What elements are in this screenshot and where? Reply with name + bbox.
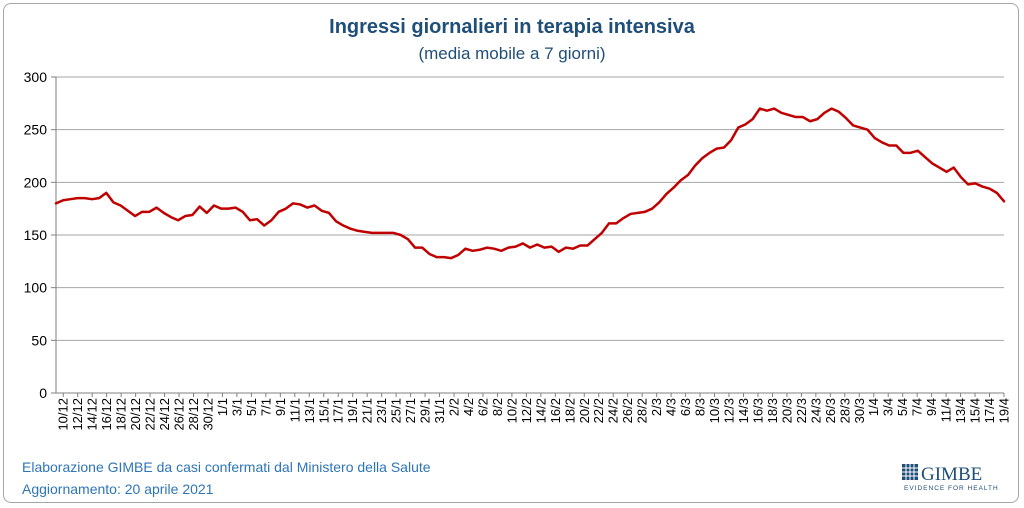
x-tick-label: 17/1	[331, 398, 346, 423]
x-tick-label: 2/2	[447, 398, 462, 416]
x-tick-label: 21/1	[360, 398, 375, 423]
x-tick-label: 2/3	[649, 398, 664, 416]
x-tick-label: 28/2	[635, 398, 650, 423]
y-tick-label: 300	[24, 69, 48, 85]
x-tick-label: 30/3	[852, 398, 867, 423]
x-tick-label: 13/1	[302, 398, 317, 423]
x-tick-label: 22/2	[591, 398, 606, 423]
x-tick-label: 12/2	[519, 398, 534, 423]
y-tick-label: 100	[24, 280, 48, 296]
x-tick-label: 29/1	[418, 398, 433, 423]
x-tick-label: 18/2	[562, 398, 577, 423]
x-tick-label: 28/12	[186, 398, 201, 431]
x-tick-label: 28/3	[837, 398, 852, 423]
x-tick-label: 24/2	[606, 398, 621, 423]
x-tick-label: 22/3	[794, 398, 809, 423]
y-tick-label: 0	[39, 385, 47, 401]
x-tick-label: 16/2	[548, 398, 563, 423]
series-line	[54, 107, 1006, 260]
x-tick-label: 25/1	[389, 398, 404, 423]
x-tick-label: 30/12	[200, 398, 215, 431]
y-tick-label: 200	[24, 174, 48, 190]
x-tick-label: 4/2	[461, 398, 476, 416]
chart-title: Ingressi giornalieri in terapia intensiv…	[329, 16, 696, 38]
x-tick-label: 10/2	[504, 398, 519, 423]
x-tick-label: 1/4	[866, 398, 881, 416]
x-tick-label: 13/4	[953, 398, 968, 423]
x-tick-label: 9/1	[273, 398, 288, 416]
x-tick-label: 26/12	[172, 398, 187, 431]
x-tick-label: 5/4	[895, 398, 910, 416]
x-tick-label: 15/4	[968, 398, 983, 423]
x-tick-label: 3/1	[229, 398, 244, 416]
x-tick-label: 26/2	[620, 398, 635, 423]
gimbe-logo-icon	[902, 464, 918, 480]
x-tick-label: 14/12	[85, 398, 100, 431]
x-tick-label: 3/4	[881, 398, 896, 416]
x-tick-label: 17/4	[982, 398, 997, 423]
x-tick-label: 9/4	[924, 398, 939, 416]
chart-subtitle: (media mobile a 7 giorni)	[418, 44, 605, 63]
x-tick-label: 7/4	[910, 398, 925, 416]
gimbe-logo: GIMBE EVIDENCE FOR HEALTH	[902, 464, 999, 492]
x-tick-label: 20/2	[577, 398, 592, 423]
y-tick-label: 150	[24, 227, 48, 243]
y-tick-label: 250	[24, 122, 48, 138]
gridlines	[56, 76, 1004, 341]
x-tick-label: 18/12	[114, 398, 129, 431]
x-tick-label: 31/1	[432, 398, 447, 423]
logo-tagline: EVIDENCE FOR HEALTH	[904, 485, 999, 492]
x-tick-label: 10/3	[707, 398, 722, 423]
x-tick-label: 11/1	[287, 398, 302, 422]
x-tick-label: 10/12	[56, 398, 71, 431]
footer-source: Elaborazione GIMBE da casi confermati da…	[22, 459, 431, 475]
x-axis-ticks: 10/12 12/12 14/12 16/12 18/12 20/12 22/12 24/12…	[56, 393, 1012, 431]
chart-frame	[3, 3, 1019, 503]
footer-updated: Aggiornamento: 20 aprile 2021	[22, 481, 214, 497]
x-tick-label: 18/3	[765, 398, 780, 423]
x-tick-label: 26/3	[823, 398, 838, 423]
x-tick-label: 6/2	[475, 398, 490, 416]
x-tick-label: 19/4	[997, 398, 1012, 423]
x-tick-label: 11/4	[939, 398, 954, 422]
y-axis-ticks: 0 50 100 150 200 250 300	[24, 69, 56, 401]
x-tick-label: 15/1	[316, 398, 331, 423]
x-tick-label: 6/3	[678, 398, 693, 416]
x-tick-label: 16/12	[99, 398, 114, 431]
x-tick-label: 8/3	[693, 398, 708, 416]
x-tick-label: 8/2	[490, 398, 505, 416]
x-tick-label: 14/3	[736, 398, 751, 423]
x-tick-label: 20/12	[128, 398, 143, 431]
axes	[55, 77, 1004, 394]
x-tick-label: 27/1	[403, 398, 418, 423]
x-tick-label: 16/3	[750, 398, 765, 423]
x-tick-label: 7/1	[258, 398, 273, 416]
x-tick-label: 22/12	[143, 398, 158, 431]
x-tick-label: 24/3	[808, 398, 823, 423]
x-tick-label: 12/3	[722, 398, 737, 423]
x-tick-label: 23/1	[374, 398, 389, 423]
x-tick-label: 1/1	[215, 398, 230, 416]
x-tick-label: 24/12	[157, 398, 172, 431]
x-tick-label: 14/2	[533, 398, 548, 423]
y-tick-label: 50	[31, 332, 47, 348]
logo-name: GIMBE	[921, 464, 982, 485]
series-layer	[54, 107, 1006, 260]
x-tick-label: 12/12	[70, 398, 85, 431]
x-tick-label: 4/3	[664, 398, 679, 416]
x-tick-label: 5/1	[244, 398, 259, 416]
x-tick-label: 20/3	[779, 398, 794, 423]
x-tick-label: 19/1	[345, 398, 360, 423]
